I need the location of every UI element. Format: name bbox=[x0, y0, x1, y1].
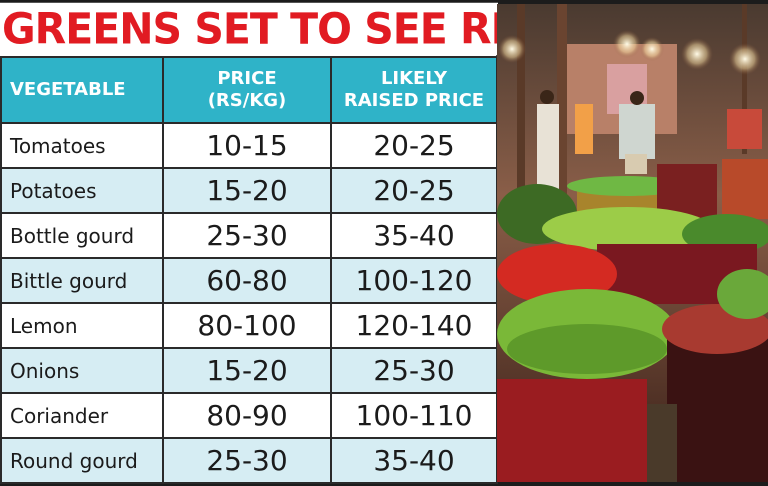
header-raised-line1: LIKELY bbox=[380, 68, 448, 89]
price-cell: 80-100 bbox=[162, 302, 332, 349]
vegetable-cell: Coriander bbox=[0, 392, 164, 439]
vegetable-cell: Bottle gourd bbox=[0, 212, 164, 259]
vegetable-cell: Potatoes bbox=[0, 167, 164, 214]
header-vegetable-label: VEGETABLE bbox=[10, 79, 126, 100]
vegetable-cell: Tomatoes bbox=[0, 122, 164, 169]
price-cell: 60-80 bbox=[162, 257, 332, 304]
vegetable-cell: Bittle gourd bbox=[0, 257, 164, 304]
raised-price-cell: 25-30 bbox=[330, 347, 498, 394]
header-price-line2: (RS/KG) bbox=[207, 90, 287, 111]
table-row: Tomatoes 10-15 20-25 bbox=[0, 122, 498, 169]
price-cell: 15-20 bbox=[162, 167, 332, 214]
price-cell: 15-20 bbox=[162, 347, 332, 394]
raised-price-cell: 20-25 bbox=[330, 122, 498, 169]
vegetable-cell: Lemon bbox=[0, 302, 164, 349]
price-cell: 25-30 bbox=[162, 212, 332, 259]
vegetable-market-image bbox=[497, 4, 768, 482]
raised-price-cell: 120-140 bbox=[330, 302, 498, 349]
raised-price-cell: 35-40 bbox=[330, 212, 498, 259]
header-vegetable: VEGETABLE bbox=[0, 56, 164, 124]
table-row: Potatoes 15-20 20-25 bbox=[0, 167, 498, 214]
table-row: Lemon 80-100 120-140 bbox=[0, 302, 498, 349]
market-photo bbox=[497, 4, 768, 482]
price-cell: 10-15 bbox=[162, 122, 332, 169]
header-row: VEGETABLE PRICE (RS/KG) LIKELY RAISED PRIC… bbox=[0, 56, 498, 124]
header-raised-price: LIKELY RAISED PRICE bbox=[330, 56, 498, 124]
header-raised-line2: RAISED PRICE bbox=[343, 90, 485, 111]
table-row: Bittle gourd 60-80 100-120 bbox=[0, 257, 498, 304]
table-row: Onions 15-20 25-30 bbox=[0, 347, 498, 394]
price-cell: 80-90 bbox=[162, 392, 332, 439]
headline: GREENS SET TO SEE RED bbox=[0, 2, 552, 56]
table-row: Round gourd 25-30 35-40 bbox=[0, 437, 498, 484]
header-price-line1: PRICE bbox=[217, 68, 277, 89]
price-panel: GREENS SET TO SEE RED VEGETABLE PRICE (RS… bbox=[0, 2, 552, 484]
table-row: Coriander 80-90 100-110 bbox=[0, 392, 498, 439]
raised-price-cell: 35-40 bbox=[330, 437, 498, 484]
raised-price-cell: 20-25 bbox=[330, 167, 498, 214]
raised-price-cell: 100-120 bbox=[330, 257, 498, 304]
price-cell: 25-30 bbox=[162, 437, 332, 484]
header-price: PRICE (RS/KG) bbox=[162, 56, 332, 124]
vegetable-cell: Onions bbox=[0, 347, 164, 394]
table-row: Bottle gourd 25-30 35-40 bbox=[0, 212, 498, 259]
price-table: VEGETABLE PRICE (RS/KG) LIKELY RAISED PRIC… bbox=[0, 56, 498, 484]
vegetable-cell: Round gourd bbox=[0, 437, 164, 484]
raised-price-cell: 100-110 bbox=[330, 392, 498, 439]
